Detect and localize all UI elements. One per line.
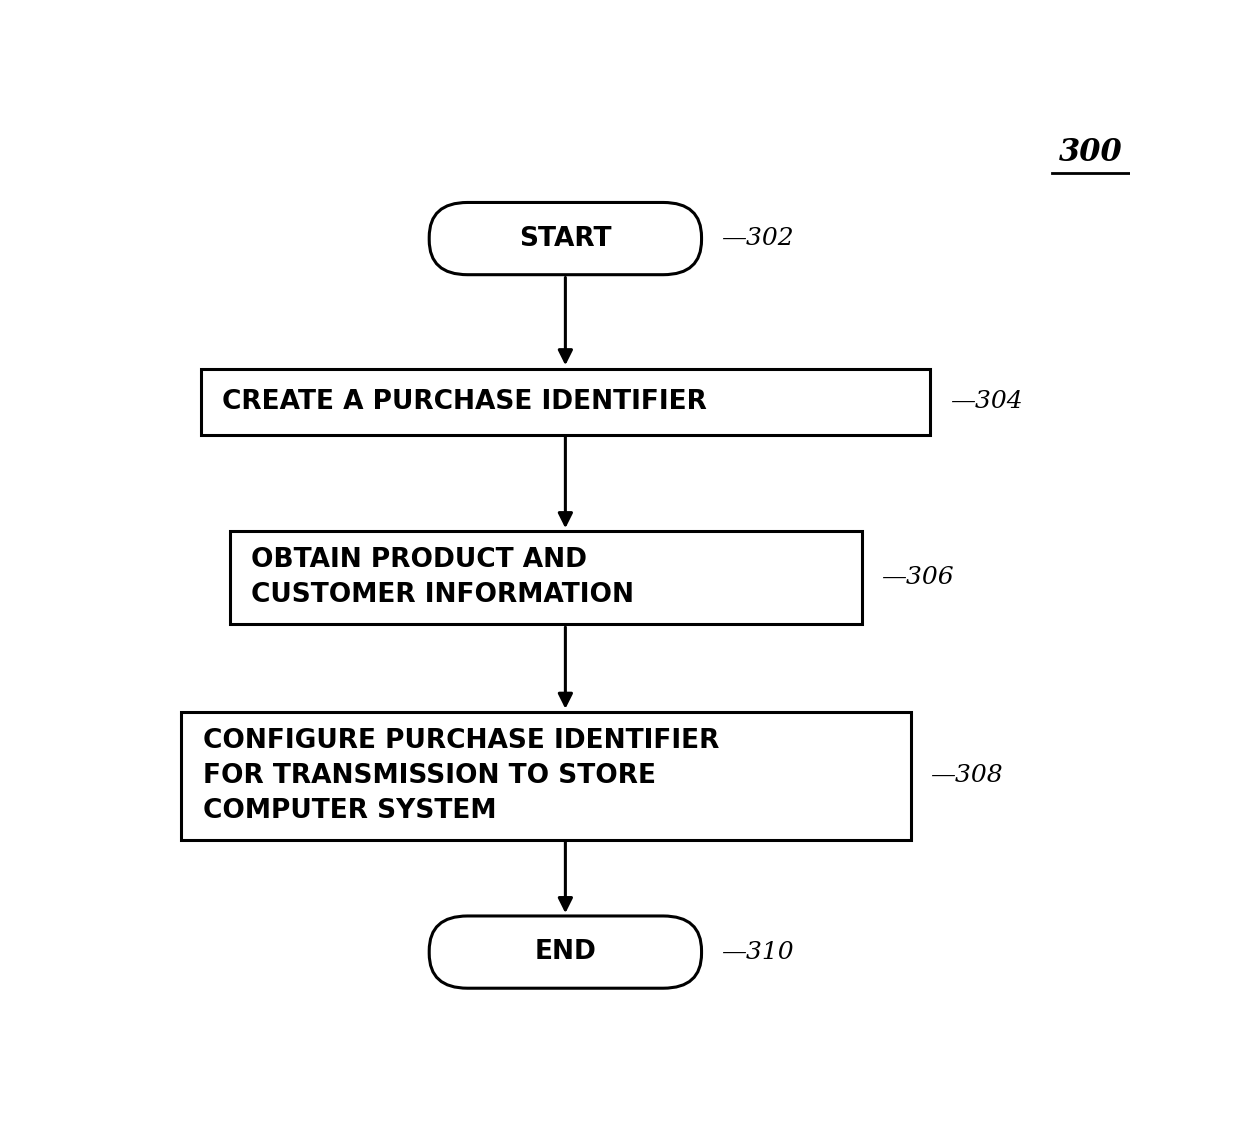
Text: OBTAIN PRODUCT AND
CUSTOMER INFORMATION: OBTAIN PRODUCT AND CUSTOMER INFORMATION (251, 547, 634, 609)
FancyBboxPatch shape (429, 916, 702, 988)
Text: —302: —302 (722, 227, 793, 251)
Text: —304: —304 (950, 390, 1022, 413)
Text: —310: —310 (722, 940, 793, 963)
Text: CREATE A PURCHASE IDENTIFIER: CREATE A PURCHASE IDENTIFIER (222, 389, 707, 414)
Text: START: START (520, 225, 611, 252)
Text: —306: —306 (881, 566, 954, 589)
Bar (230, 532, 862, 623)
Text: END: END (535, 939, 596, 966)
Text: —308: —308 (930, 764, 1003, 787)
Bar (181, 712, 911, 840)
FancyBboxPatch shape (429, 202, 702, 275)
Text: 300: 300 (1059, 137, 1122, 168)
Bar (201, 368, 930, 435)
Text: CONFIGURE PURCHASE IDENTIFIER
FOR TRANSMISSION TO STORE
COMPUTER SYSTEM: CONFIGURE PURCHASE IDENTIFIER FOR TRANSM… (202, 728, 719, 824)
